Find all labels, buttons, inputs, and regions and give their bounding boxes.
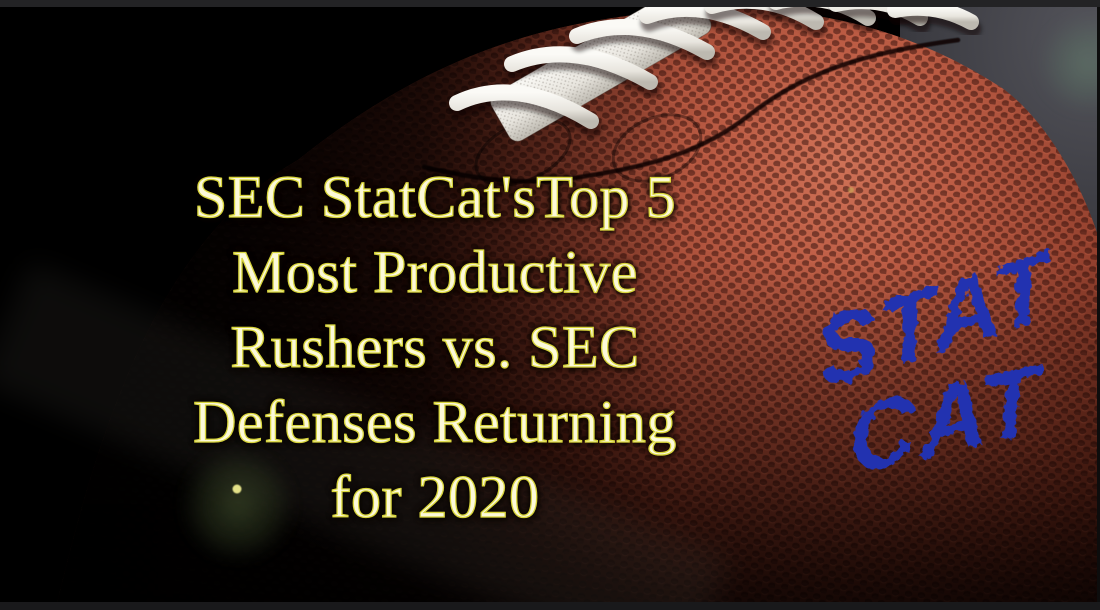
lens-flare bbox=[192, 187, 854, 551]
ball-stripe bbox=[0, 261, 731, 610]
lace-bar bbox=[639, 0, 774, 48]
title-line-5: for 2020 bbox=[330, 463, 540, 530]
lace-bar bbox=[504, 46, 661, 98]
title-line-2: Most Productive bbox=[231, 238, 638, 305]
football-graphic bbox=[0, 8, 1100, 610]
lace-bar bbox=[449, 84, 602, 137]
flare-teal-core bbox=[1073, 49, 1100, 79]
title-line-3: Rushers vs. SEC bbox=[230, 313, 640, 380]
lace-bar bbox=[569, 19, 718, 68]
title-line-1: SEC StatCat'sTop 5 bbox=[193, 163, 677, 230]
title-line-4: Defenses Returning bbox=[192, 388, 677, 455]
football-laces bbox=[449, 0, 982, 142]
letterbox-bottom bbox=[0, 602, 1100, 610]
right-edge-strip bbox=[1097, 0, 1100, 610]
lace-bar bbox=[887, 0, 982, 38]
letterbox-top bbox=[0, 0, 1100, 7]
page-title: SEC StatCat'sTop 5 Most Productive Rushe… bbox=[90, 160, 780, 535]
